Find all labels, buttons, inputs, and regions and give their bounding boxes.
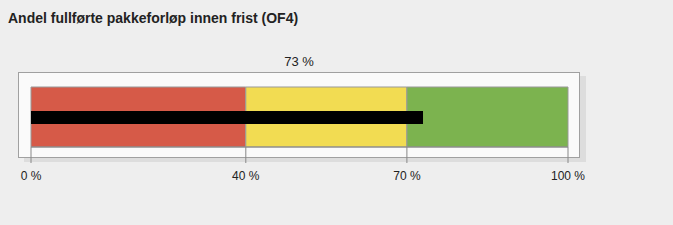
html-text:73 %: 73 % (284, 54, 314, 69)
svg-text:0 %: 0 % (21, 169, 42, 183)
svg-text:70 %: 70 % (393, 169, 421, 183)
svg-text:100 %: 100 % (551, 169, 585, 183)
svg-text:40 %: 40 % (232, 169, 260, 183)
html-text:Andel fullførte pakkeforløp in: Andel fullførte pakkeforløp innen frist … (8, 10, 299, 26)
